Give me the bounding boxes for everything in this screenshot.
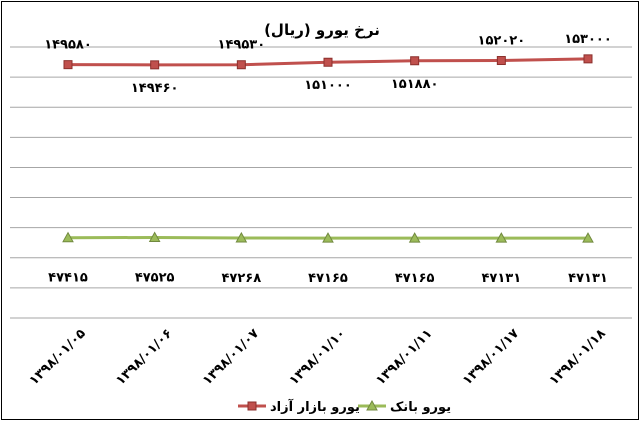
data-point-marker (63, 60, 73, 70)
data-label: ۴۷۱۶۵ (395, 271, 435, 286)
data-point-marker (408, 232, 421, 243)
data-point-marker (62, 231, 74, 243)
data-point-marker (410, 56, 420, 66)
data-label: ۱۴۹۴۶۰ (131, 81, 179, 96)
data-point-marker (582, 232, 594, 243)
legend-label: یورو بازار آزاد (270, 398, 360, 415)
series-layer (62, 54, 594, 243)
data-label: ۱۵۲۰۲۰ (478, 34, 526, 49)
data-label: ۱۵۱۸۸۰ (391, 77, 439, 92)
data-point-marker (150, 60, 160, 70)
data-label: ۴۷۱۳۱ (568, 271, 608, 286)
data-label: ۴۷۱۳۱ (481, 271, 521, 286)
x-tick-label: ۱۳۹۸/۰۱/۱۷ (460, 326, 522, 388)
legend-marker (366, 399, 378, 411)
data-label: ۱۴۹۵۳۰ (218, 38, 266, 53)
data-point-marker (236, 60, 246, 70)
x-tick-label: ۱۳۹۸/۰۱/۰۵ (27, 326, 89, 388)
chart-frame: ۱۴۹۵۸۰ ۱۴۹۴۶۰ ۱۴۹۵۳۰ ۱۵۱۰۰۰ ۱۵۱۸۸۰ ۱۵۲۰۲۰ ۱۵۳۰… (1, 1, 639, 420)
data-label: ۴۷۵۲۵ (135, 271, 175, 286)
data-label: ۴۷۱۶۵ (308, 271, 348, 286)
data-point-marker (235, 231, 248, 243)
data-point-marker (496, 56, 506, 66)
data-label: ۴۷۴۱۵ (48, 271, 88, 286)
data-label: ۱۴۹۵۸۰ (44, 38, 92, 53)
data-point-marker (322, 232, 334, 243)
data-point-marker (583, 54, 593, 64)
legend: یورو بازار آزاد یورو بانک (238, 398, 451, 415)
x-tick-label: ۱۳۹۸/۰۱/۱۸ (547, 326, 609, 388)
data-labels: ۱۴۹۵۸۰ ۱۴۹۴۶۰ ۱۴۹۵۳۰ ۱۵۱۰۰۰ ۱۵۱۸۸۰ ۱۵۲۰۲۰ ۱۵۳۰… (44, 32, 612, 286)
data-label: ۱۵۱۰۰۰ (304, 78, 352, 93)
x-tick-label: ۱۳۹۸/۰۱/۱۰ (287, 326, 349, 388)
x-tick-label: ۱۳۹۸/۰۱/۰۷ (200, 326, 262, 388)
x-tick-label: ۱۳۹۸/۰۱/۰۶ (113, 326, 175, 388)
legend-marker (247, 401, 257, 411)
data-label: ۱۵۳۰۰۰ (564, 32, 612, 47)
data-label: ۴۷۲۶۸ (221, 271, 261, 286)
x-tick-label: ۱۳۹۸/۰۱/۱۱ (373, 326, 435, 388)
legend-label: یورو بانک (390, 400, 451, 415)
data-point-marker (495, 232, 508, 243)
data-point-marker (148, 231, 161, 243)
x-axis-ticks: ۱۳۹۸/۰۱/۰۵ ۱۳۹۸/۰۱/۰۶ ۱۳۹۸/۰۱/۰۷ ۱۳۹۸/۰۱/۱۰… (27, 326, 609, 388)
chart-title: نرخ یورو (ریال) (264, 21, 380, 39)
data-point-marker (323, 57, 333, 67)
gridlines (10, 46, 632, 319)
